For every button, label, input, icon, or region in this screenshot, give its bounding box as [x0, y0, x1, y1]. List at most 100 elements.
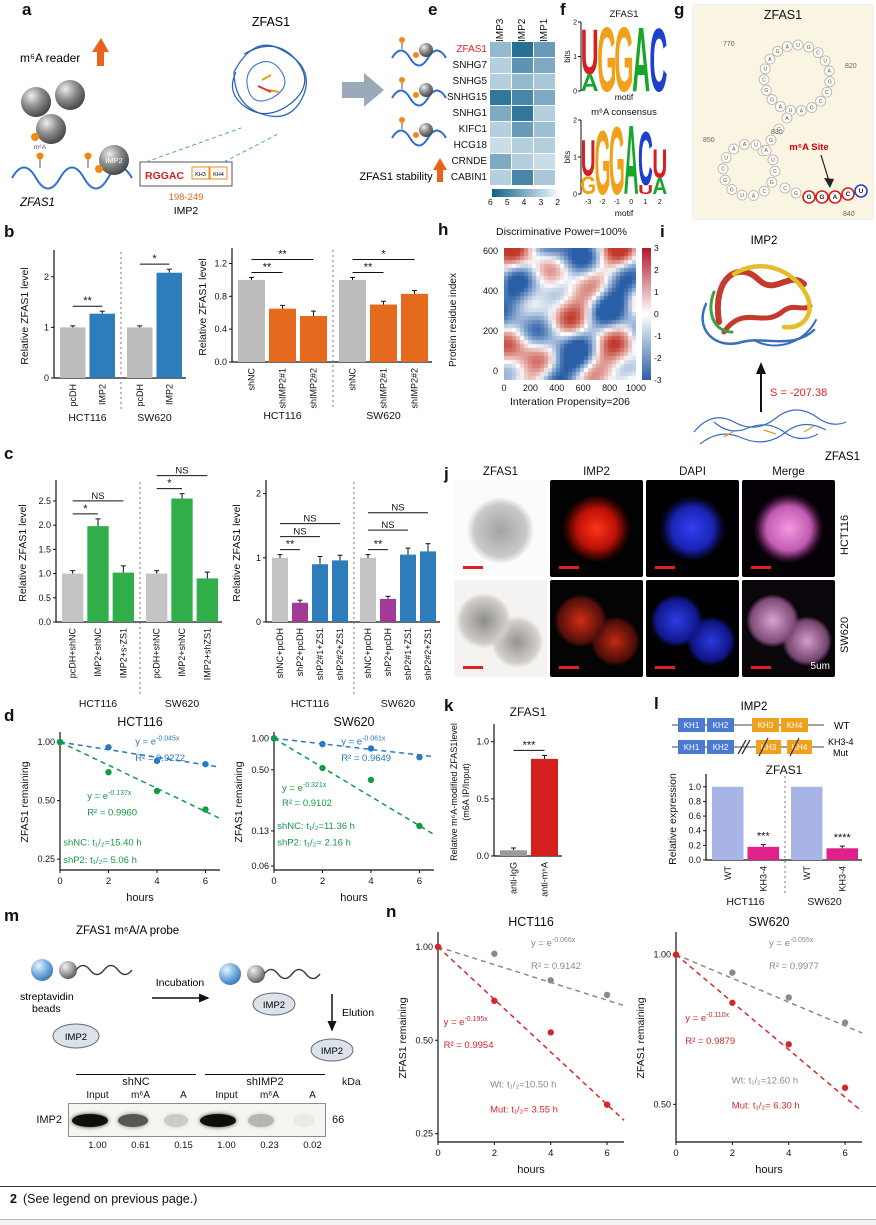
imp2-sphere-label: IMP2 [105, 156, 123, 165]
heatmap-row: SNHG7 [434, 58, 564, 73]
y-tick: 0.5 [476, 794, 489, 804]
imp2-bound-icon [252, 992, 296, 1016]
heatmap-cell [490, 42, 511, 57]
y-tick: 0.8 [214, 291, 227, 301]
nt-letter: C [783, 186, 787, 192]
heatmap-row: CABIN1 [434, 170, 564, 185]
gene-label: SNHG15 [446, 92, 487, 103]
nucleotide [717, 163, 729, 175]
scale-bar [559, 566, 579, 569]
annotation: y = e-0.195x [444, 1016, 489, 1028]
group-label: HCT116 [263, 410, 301, 422]
position-label: 820 [845, 63, 857, 70]
heatmap-cell [490, 106, 511, 121]
x-tick: 4 [154, 876, 159, 887]
annotation: R² = 0.9272 [135, 753, 185, 764]
y-tick: 400 [482, 286, 498, 296]
nt-letter: C [819, 99, 823, 105]
y-tick: 0.2 [688, 840, 701, 850]
bar [112, 572, 134, 622]
heatmap-cell [534, 90, 555, 105]
nucleotide [769, 165, 781, 177]
y-axis-label: bits [564, 151, 572, 163]
lane-label: m⁶A [259, 1090, 280, 1101]
y-tick: 1 [573, 54, 577, 61]
heatmap-column-label: IMP3 [495, 18, 506, 42]
svg-text:KH4: KH4 [787, 721, 803, 730]
heatmap-cell [512, 106, 533, 121]
nt-letter: C [825, 90, 829, 96]
colorbar-tick: -3 [654, 375, 662, 385]
nucleotide [738, 139, 750, 150]
x-tick: 0 [57, 876, 62, 887]
bar [370, 304, 397, 362]
y-tick: 2.0 [38, 520, 51, 530]
annotation: y = e-0.055x [769, 937, 814, 949]
y-tick: 0.50 [415, 1035, 433, 1045]
annotation: shNC: t₁/₂=11.36 h [277, 821, 355, 832]
significance: ** [286, 539, 295, 551]
nucleotide [764, 53, 776, 65]
gene-label: ZFAS1 [456, 44, 487, 55]
chart-imp2-knockdown: 0.0 0.4 0.8 1.2 Relative ZFAS1 level shNC shIM… [196, 228, 436, 427]
panel-label-g: g [674, 0, 685, 19]
decay-chart: HCT116 1.00 0.50 0.25 0 2 4 6 hours ZFAS1 remaini… [19, 715, 221, 904]
panel-label-c: c [4, 444, 14, 463]
data-point [547, 1029, 554, 1036]
colorbar-tick: 3 [654, 243, 659, 253]
svg-text:KH1: KH1 [684, 743, 700, 752]
nucleotide [773, 123, 785, 135]
significance: ** [374, 539, 383, 551]
logo-letter: G [597, 9, 616, 102]
y-axis-label: Relative ZFAS1 level [231, 504, 243, 601]
nucleotide [821, 86, 833, 98]
bar [87, 526, 109, 622]
m6a-mark-icon [36, 152, 44, 160]
nucleotide [812, 47, 824, 59]
micrograph-merge-hct116 [742, 480, 835, 577]
m6a-site-label: m⁶A Site [789, 142, 828, 153]
significance: * [381, 248, 386, 260]
heatmap-cell [534, 42, 555, 57]
line [820, 154, 830, 182]
probe-bead-icon [59, 961, 77, 979]
annotation: R² = 0.9879 [685, 1036, 735, 1047]
group-label: SW620 [165, 698, 200, 710]
beads-label-1: streptavidin [20, 991, 74, 1003]
heatmap-row: CRNDE [434, 154, 564, 169]
zfas1-gene-label: ZFAS1 [19, 197, 55, 209]
gene-label: SNHG1 [452, 108, 487, 119]
nucleotide [767, 154, 779, 166]
x-tick: IMP2+shNC [177, 628, 187, 677]
nucleotide [728, 143, 740, 155]
site-letter: C [846, 191, 851, 198]
x-tick: pcDH+shNC [68, 628, 78, 679]
panel-label-b: b [4, 222, 15, 241]
y-tick: 1.0 [688, 782, 701, 792]
x-tick: shNC+pcDH [363, 628, 373, 678]
panel-label-j: j [444, 464, 449, 483]
x-axis-label: Interation Propensity=206 [510, 396, 630, 408]
logo-title: m⁶A consensus [591, 107, 657, 118]
decay-chart-mut-hct116: HCT116 1.00 0.50 0.25 0 2 4 6 hours ZFAS1 remaini… [396, 914, 632, 1181]
svg-text:KH4: KH4 [792, 743, 808, 752]
svg-text:KH3: KH3 [758, 721, 774, 730]
scale-bar [559, 666, 579, 669]
nucleotide [758, 74, 770, 86]
mutation-slash [758, 737, 769, 757]
bar [146, 573, 168, 622]
protein-band [163, 1113, 188, 1127]
y-tick: 0 [256, 617, 261, 627]
bar [238, 279, 265, 362]
decay-chart-hct116: HCT116 1.00 0.50 0.25 0 2 4 6 hours ZFAS1 remaini… [18, 714, 228, 909]
bar-chart: 0 1 2 Relative ZFAS1 level pcDH IMP2 HCT116 ** p… [19, 250, 186, 424]
colorbar-tick: 3 [538, 197, 544, 207]
kda-label: kDa [342, 1076, 361, 1088]
x-tick: shIMP2#1 [278, 368, 288, 409]
x-tick: KH3-4 [837, 866, 847, 892]
band-quantification: 0.23 [260, 1140, 279, 1151]
significance: NS [381, 520, 394, 531]
x-tick: IMP2+shZS1 [202, 628, 212, 680]
chart-title: HCT116 [508, 915, 554, 929]
